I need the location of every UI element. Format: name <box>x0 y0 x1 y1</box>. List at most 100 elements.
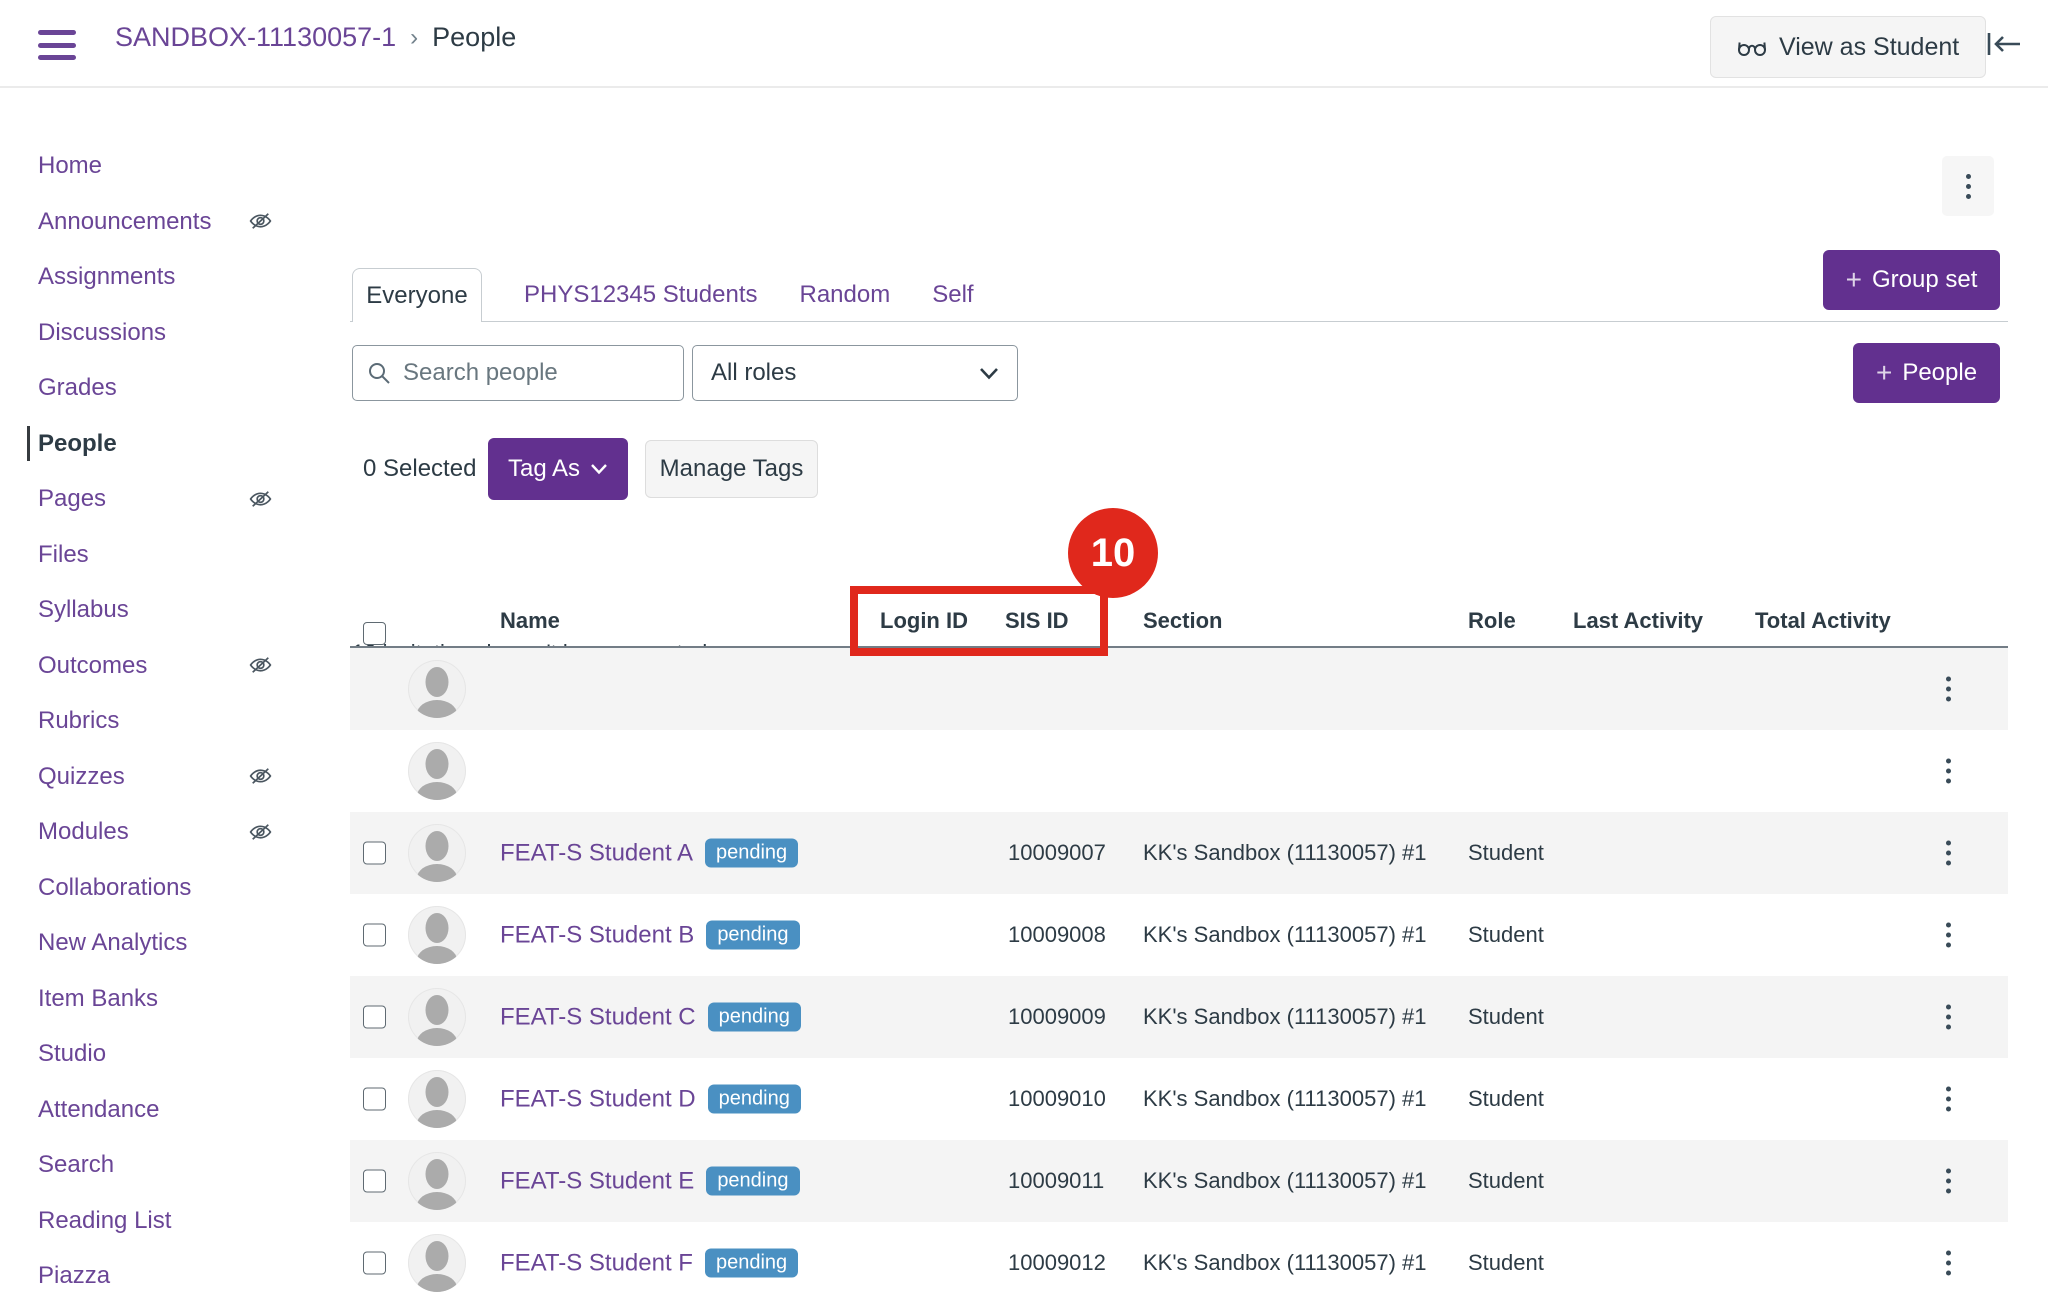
user-name-cell: FEAT-S Student C pending <box>500 1003 801 1032</box>
sidebar-item-label: Discussions <box>38 319 166 346</box>
tag-as-label: Tag As <box>508 455 580 483</box>
row-options-kebab-icon[interactable] <box>1940 917 1957 954</box>
sidebar-item-announcements[interactable]: Announcements <box>0 194 330 250</box>
sidebar-item-attendance[interactable]: Attendance <box>0 1082 330 1138</box>
user-name-link[interactable]: FEAT-S Student C <box>500 1003 696 1031</box>
sidebar-item-label: Piazza <box>38 1262 110 1289</box>
tab-self[interactable]: Self <box>932 281 973 309</box>
section-cell: KK's Sandbox (11130057) #1 <box>1143 1086 1426 1112</box>
breadcrumb-separator: › <box>410 24 418 52</box>
sidebar-item-outcomes[interactable]: Outcomes <box>0 638 330 694</box>
select-all-checkbox[interactable] <box>363 622 386 645</box>
sidebar-item-grades[interactable]: Grades <box>0 360 330 416</box>
table-row <box>350 730 2008 812</box>
sidebar-item-modules[interactable]: Modules <box>0 804 330 860</box>
avatar <box>408 824 466 882</box>
collapse-sidebar-icon[interactable] <box>1984 28 2024 63</box>
group-set-label: Group set <box>1872 266 1977 294</box>
column-header-login-id: Login ID <box>880 608 968 634</box>
tab-everyone[interactable]: Everyone <box>352 268 482 322</box>
view-as-student-button[interactable]: View as Student <box>1710 16 1986 78</box>
sidebar-item-rubrics[interactable]: Rubrics <box>0 693 330 749</box>
sidebar-item-label: Pages <box>38 485 106 512</box>
column-header-last-activity: Last Activity <box>1573 608 1703 634</box>
breadcrumb: SANDBOX-11130057-1 › People <box>115 22 516 53</box>
sidebar-item-assignments[interactable]: Assignments <box>0 249 330 305</box>
search-people-field[interactable] <box>352 345 684 401</box>
user-name-link[interactable]: FEAT-S Student D <box>500 1085 696 1113</box>
row-options-kebab-icon[interactable] <box>1940 1163 1957 1200</box>
manage-tags-button[interactable]: Manage Tags <box>645 440 818 498</box>
search-people-input[interactable] <box>403 359 669 387</box>
sidebar-item-label: Reading List <box>38 1207 171 1234</box>
global-nav-hamburger-icon[interactable] <box>38 30 76 60</box>
role-cell: Student <box>1468 922 1544 948</box>
breadcrumb-course-link[interactable]: SANDBOX-11130057-1 <box>115 22 396 53</box>
sidebar-item-home[interactable]: Home <box>0 138 330 194</box>
user-name-link[interactable]: FEAT-S Student E <box>500 1167 694 1195</box>
sidebar-item-search[interactable]: Search <box>0 1137 330 1193</box>
section-cell: KK's Sandbox (11130057) #1 <box>1143 1250 1426 1276</box>
sidebar-item-label: Assignments <box>38 263 175 290</box>
selected-count: 0 Selected <box>363 438 476 500</box>
table-row: FEAT-S Student Dpending10009010KK's Sand… <box>350 1058 2008 1140</box>
sidebar-item-discussions[interactable]: Discussions <box>0 305 330 361</box>
row-select-checkbox[interactable] <box>363 1252 386 1275</box>
breadcrumb-page-title: People <box>432 22 516 53</box>
view-as-student-label: View as Student <box>1779 33 1959 62</box>
status-badge: pending <box>708 1003 801 1032</box>
user-name-link[interactable]: FEAT-S Student F <box>500 1249 693 1277</box>
row-options-kebab-icon[interactable] <box>1940 835 1957 872</box>
sidebar-item-label: Studio <box>38 1040 106 1067</box>
row-select-checkbox[interactable] <box>363 842 386 865</box>
sidebar-item-label: Outcomes <box>38 652 147 679</box>
user-name-link[interactable]: FEAT-S Student A <box>500 839 693 867</box>
row-options-kebab-icon[interactable] <box>1940 1245 1957 1282</box>
tab-random[interactable]: Random <box>800 281 891 309</box>
user-name-link[interactable]: FEAT-S Student B <box>500 921 694 949</box>
column-header-role: Role <box>1468 608 1516 634</box>
row-select-checkbox[interactable] <box>363 924 386 947</box>
row-options-kebab-icon[interactable] <box>1940 999 1957 1036</box>
row-options-kebab-icon[interactable] <box>1940 753 1957 790</box>
user-name-cell: FEAT-S Student Apending <box>500 839 798 868</box>
sidebar-item-collaborations[interactable]: Collaborations <box>0 860 330 916</box>
sidebar-item-files[interactable]: Files <box>0 527 330 583</box>
role-cell: Student <box>1468 840 1544 866</box>
user-name-cell: FEAT-S Student B pending <box>500 921 800 950</box>
people-options-kebab-icon[interactable] <box>1942 156 1994 216</box>
search-icon <box>367 361 391 385</box>
table-row: FEAT-S Student Bpending10009008KK's Sand… <box>350 894 2008 976</box>
sidebar-item-piazza[interactable]: Piazza <box>0 1248 330 1304</box>
sidebar-item-people[interactable]: People <box>0 416 330 472</box>
tag-as-button[interactable]: Tag As <box>488 438 628 500</box>
sis-id-cell: 10009012 <box>1008 1250 1106 1276</box>
sidebar-item-reading-list[interactable]: Reading List <box>0 1193 330 1249</box>
section-cell: KK's Sandbox (11130057) #1 <box>1143 840 1426 866</box>
people-table-body: FEAT-S Student Apending10009007KK's Sand… <box>350 648 2008 1304</box>
sidebar-item-new-analytics[interactable]: New Analytics <box>0 915 330 971</box>
row-select-checkbox[interactable] <box>363 1006 386 1029</box>
add-group-set-button[interactable]: + Group set <box>1823 250 2000 310</box>
role-cell: Student <box>1468 1168 1544 1194</box>
roles-filter-select[interactable]: All roles <box>692 345 1018 401</box>
sidebar-item-label: Modules <box>38 818 129 845</box>
table-row: FEAT-S Student Fpending10009012KK's Sand… <box>350 1222 2008 1304</box>
avatar <box>408 1234 466 1292</box>
sidebar-item-item-banks[interactable]: Item Banks <box>0 971 330 1027</box>
sidebar-item-pages[interactable]: Pages <box>0 471 330 527</box>
tab-phys12345-students[interactable]: PHYS12345 Students <box>524 281 758 309</box>
row-select-checkbox[interactable] <box>363 1170 386 1193</box>
column-header-name: Name <box>500 608 560 634</box>
row-options-kebab-icon[interactable] <box>1940 1081 1957 1118</box>
table-row <box>350 648 2008 730</box>
add-people-button[interactable]: + People <box>1853 343 2000 403</box>
sidebar-item-quizzes[interactable]: Quizzes <box>0 749 330 805</box>
sis-id-cell: 10009007 <box>1008 840 1106 866</box>
role-cell: Student <box>1468 1004 1544 1030</box>
row-select-checkbox[interactable] <box>363 1088 386 1111</box>
sidebar-item-syllabus[interactable]: Syllabus <box>0 582 330 638</box>
row-options-kebab-icon[interactable] <box>1940 671 1957 708</box>
sidebar-item-studio[interactable]: Studio <box>0 1026 330 1082</box>
status-badge: pending <box>706 921 799 950</box>
